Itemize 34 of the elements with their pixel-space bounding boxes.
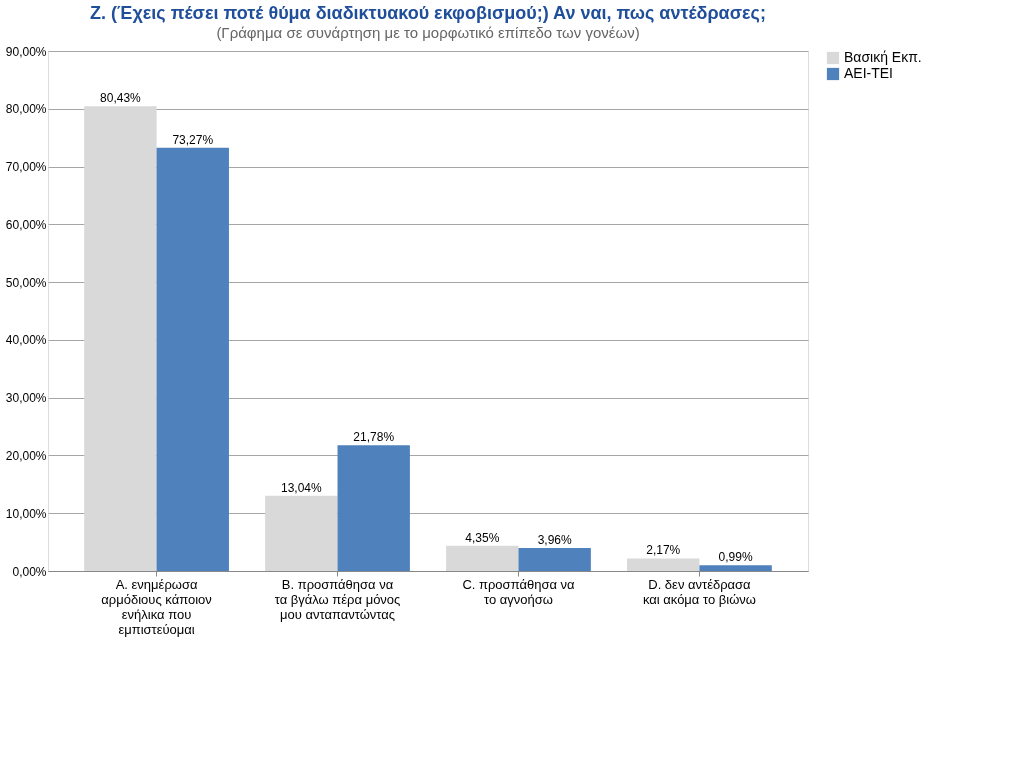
data-label: 2,17%: [646, 543, 681, 558]
data-label: 73,27%: [172, 132, 214, 147]
bar: [446, 545, 519, 571]
y-tick-label: 0,00%: [12, 564, 47, 579]
data-label: 80,43%: [100, 91, 142, 106]
y-tick-label: 50,00%: [5, 275, 47, 290]
legend-label: Βασική Εκπ.: [844, 49, 922, 65]
x-tick-label: C. προσπάθησα να το αγνοήσω: [462, 576, 576, 607]
bar: [518, 548, 591, 571]
y-tick-label: 60,00%: [5, 217, 47, 232]
bar: [699, 565, 772, 571]
chart-title: Ζ. (Έχεις πέσει ποτέ θύμα διαδικτυακού εκφοβισμού;) Αν ναι, πως αντέδρασες;: [90, 3, 766, 23]
data-label: 21,78%: [353, 430, 395, 445]
y-tick-label: 70,00%: [5, 160, 47, 175]
y-tick-label: 80,00%: [5, 102, 47, 117]
y-tick-label: 30,00%: [5, 391, 47, 406]
x-tick-label: A. ενημέρωσα αρμόδιους κάποιον ενήλικα που εμπιστεύομαι: [101, 576, 212, 637]
bar: [265, 495, 338, 571]
data-label: 4,35%: [465, 530, 500, 545]
chart-subtitle: (Γράφημα σε συνάρτηση με το μορφωτικό επίπεδο των γονέων): [216, 24, 640, 41]
bar: [627, 558, 700, 571]
data-label: 0,99%: [718, 550, 753, 565]
bar: [84, 106, 157, 571]
bar: [156, 147, 229, 571]
data-label: 3,96%: [537, 533, 573, 548]
bar: [337, 445, 410, 571]
y-tick-label: 10,00%: [5, 506, 47, 521]
data-label: 13,04%: [280, 480, 323, 495]
y-tick-label: 40,00%: [5, 333, 47, 348]
x-tick-label: D. δεν αντέδρασα και ακόμα το βιώνω: [642, 576, 756, 607]
y-tick-label: 20,00%: [5, 448, 47, 463]
legend-label: ΑΕΙ-ΤΕΙ: [844, 65, 894, 81]
x-tick-label: B. προσπάθησα να τα βγάλω πέρα μόνος μου ανταπαντώντας: [274, 576, 401, 622]
y-tick-label: 90,00%: [5, 44, 47, 59]
